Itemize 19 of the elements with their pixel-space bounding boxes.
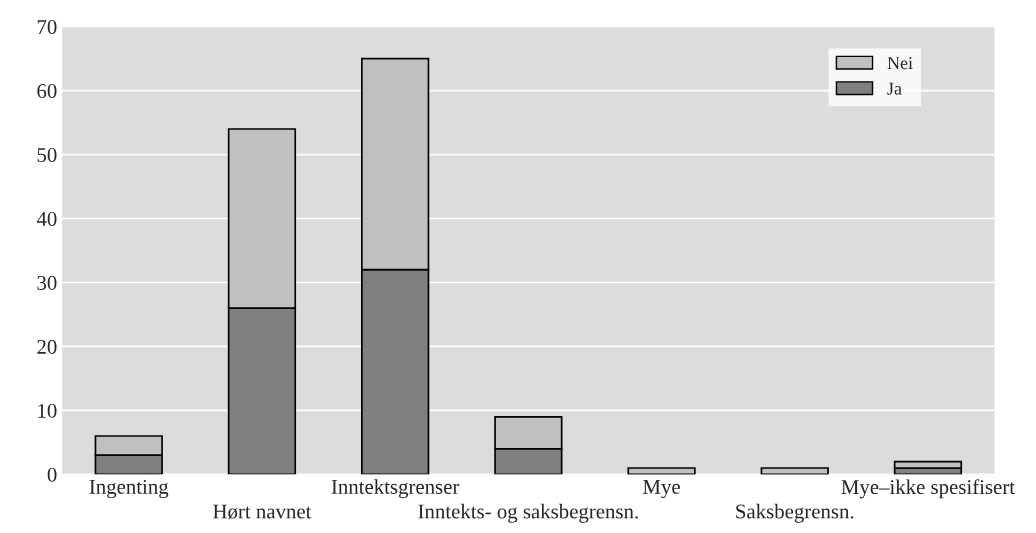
legend-label: Nei: [887, 57, 913, 70]
bar: [760, 467, 829, 475]
legend-label: Ja: [887, 82, 902, 95]
x-tick-label: Saksbegrensn.: [736, 503, 854, 523]
y-tick-label: 20: [37, 339, 57, 354]
x-tick-label: Hørt navnet: [213, 504, 312, 520]
y-tick-label: 70: [37, 20, 57, 35]
y-tick-label: 60: [37, 83, 57, 99]
bar: [627, 467, 696, 475]
y-tick-label: 30: [37, 275, 57, 290]
x-tick-label: Mye–ikke spesifisert: [841, 479, 1015, 499]
y-tick-label: 40: [36, 211, 57, 226]
x-tick-label: Mye: [643, 479, 680, 499]
x-tick-label: Inntekts- og saksbegrensn.: [418, 503, 638, 523]
y-tick-label: 10: [38, 403, 57, 418]
x-tick-label: Inntektsgrenser: [331, 479, 460, 499]
y-tick-label: 0: [47, 467, 57, 482]
x-tick-label: Ingenting: [89, 479, 169, 499]
y-tick-label: 50: [37, 147, 57, 162]
